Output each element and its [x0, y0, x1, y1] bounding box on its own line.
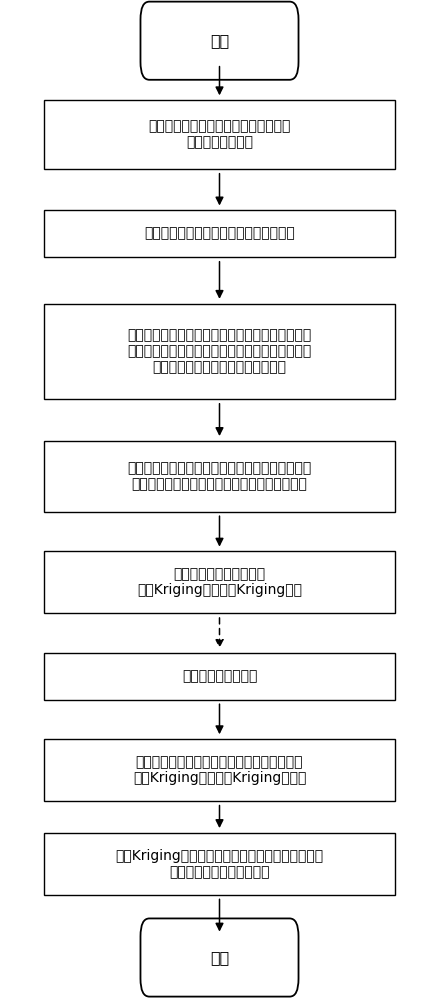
Bar — [44, 653, 394, 700]
Text: 计算待诊断振动信号的各个故障信号特征值，
输入Kriging模型得到Kriging估计量: 计算待诊断振动信号的各个故障信号特征值， 输入Kriging模型得到Krigin… — [133, 755, 305, 785]
FancyBboxPatch shape — [140, 2, 298, 80]
Text: 根据Kriging估计量查询工况模式、诊断目标值之间
的对应关系，确定工况模式: 根据Kriging估计量查询工况模式、诊断目标值之间 的对应关系，确定工况模式 — [115, 849, 323, 879]
Bar — [44, 739, 394, 801]
Bar — [44, 100, 394, 169]
Text: 检测待诊断振动信号: 检测待诊断振动信号 — [181, 669, 257, 683]
Text: 根据各个工况模式下多个振动信号序列对应的故障
信号特征值，通过隶属度函数建立工况模式、诊断
目标值之间的对应关系和样本数据表: 根据各个工况模式下多个振动信号序列对应的故障 信号特征值，通过隶属度函数建立工况… — [127, 328, 311, 375]
Bar — [44, 441, 394, 512]
Text: 结束: 结束 — [209, 950, 229, 965]
Text: 基于变差函数理论模型，
按照Kriging方法建立Kriging模型: 基于变差函数理论模型， 按照Kriging方法建立Kriging模型 — [137, 567, 301, 597]
Bar — [44, 210, 394, 257]
Text: 开始: 开始 — [209, 33, 229, 48]
Bar — [44, 304, 394, 399]
FancyBboxPatch shape — [140, 918, 298, 997]
Text: 采集风力机齿轮箱在各个工况模式下的
多个振动信号序列: 采集风力机齿轮箱在各个工况模式下的 多个振动信号序列 — [148, 119, 290, 150]
Bar — [44, 551, 394, 613]
Text: 依据样本数据表中的数据，采用最小二乘法进行变
差函数理论模型的拟合，构建变差函数理论模型: 依据样本数据表中的数据，采用最小二乘法进行变 差函数理论模型的拟合，构建变差函数… — [127, 461, 311, 491]
Text: 计算振动信号序列的多个故障信号特征值: 计算振动信号序列的多个故障信号特征值 — [144, 227, 294, 241]
Bar — [44, 833, 394, 895]
